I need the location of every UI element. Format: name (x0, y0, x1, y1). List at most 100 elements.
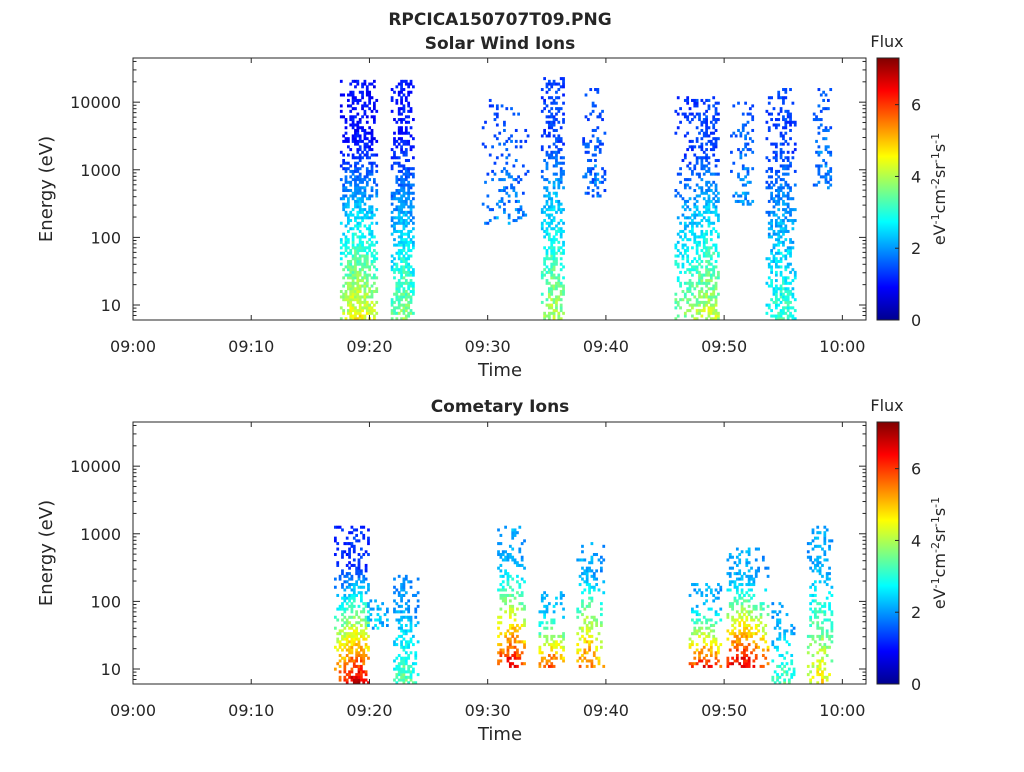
spectrogram-cell (376, 618, 380, 622)
spectrogram-cell (731, 604, 734, 608)
spectrogram-cell (698, 613, 701, 617)
spectrogram-cell (686, 309, 690, 313)
spectrogram-cell (782, 208, 785, 212)
spectrogram-cell (824, 148, 828, 152)
spectrogram-cell (508, 613, 512, 617)
spectrogram-cell (540, 175, 544, 179)
spectrogram-cell (368, 232, 372, 236)
spectrogram-cell (589, 139, 593, 143)
spectrogram-cell (361, 197, 364, 201)
spectrogram-cell (339, 150, 343, 154)
spectrogram-cell (374, 623, 377, 627)
spectrogram-cell (747, 580, 751, 584)
spectrogram-cell (686, 164, 690, 168)
spectrogram-cell (702, 205, 706, 209)
spectrogram-cell (349, 270, 353, 274)
spectrogram-cell (359, 623, 363, 627)
spectrogram-cell (370, 161, 374, 165)
x-tick-label: 09:30 (465, 701, 511, 720)
spectrogram-cell (818, 673, 822, 677)
spectrogram-cell (407, 667, 411, 671)
spectrogram-cell (777, 298, 781, 302)
spectrogram-cell (782, 134, 785, 138)
spectrogram-cell (688, 139, 692, 143)
spectrogram-cell (409, 281, 413, 285)
spectrogram-cell (740, 591, 744, 595)
spectrogram-cell (552, 120, 556, 124)
spectrogram-cell (585, 604, 589, 608)
spectrogram-cell (740, 664, 744, 668)
spectrogram-cell (686, 96, 690, 100)
spectrogram-cell (583, 648, 587, 652)
spectrogram-cell (350, 670, 354, 674)
spectrogram-cell (491, 208, 494, 212)
spectrogram-cell (397, 678, 401, 682)
spectrogram-cell (709, 317, 713, 321)
spectrogram-cell (365, 145, 369, 149)
spectrogram-cell (590, 626, 594, 630)
spectrogram-cell (397, 109, 401, 113)
spectrogram-cell (726, 662, 730, 666)
spectrogram-cell (784, 300, 788, 304)
spectrogram-cell (777, 123, 781, 127)
spectrogram-cell (792, 626, 796, 630)
spectrogram-cell (400, 678, 403, 682)
spectrogram-cell (700, 632, 704, 636)
spectrogram-cell (700, 295, 704, 299)
spectrogram-cell (545, 314, 549, 318)
spectrogram-cell (744, 153, 747, 157)
spectrogram-cell (390, 309, 394, 313)
spectrogram-cell (506, 645, 510, 649)
spectrogram-cell (784, 96, 788, 100)
spectrogram-cell (770, 219, 773, 223)
spectrogram-cell (501, 553, 505, 557)
spectrogram-cell (595, 648, 599, 652)
spectrogram-cell (373, 243, 376, 247)
spectrogram-cell (557, 82, 561, 86)
spectrogram-cell (407, 197, 411, 201)
spectrogram-cell (562, 249, 565, 253)
spectrogram-cell (404, 629, 408, 633)
spectrogram-cell (712, 115, 716, 119)
spectrogram-cell (790, 659, 794, 663)
spectrogram-cell (552, 621, 556, 625)
spectrogram-cell (559, 235, 563, 239)
spectrogram-cell (370, 292, 374, 296)
spectrogram-cell (368, 107, 372, 111)
colorbar-units: eV-1cm-2sr-1s-1 (929, 133, 950, 245)
spectrogram-cell (589, 167, 593, 171)
spectrogram-cell (416, 591, 420, 595)
spectrogram-cell (782, 317, 785, 321)
spectrogram-cell (361, 107, 364, 111)
spectrogram-cell (350, 583, 354, 587)
spectrogram-cell (731, 662, 734, 666)
spectrogram-cell (735, 634, 739, 638)
spectrogram-cell (354, 194, 357, 198)
spectrogram-cell (499, 632, 503, 636)
spectrogram-cell (691, 284, 694, 288)
spectrogram-cell (404, 120, 408, 124)
spectrogram-cell (538, 634, 542, 638)
spectrogram-cell (414, 623, 418, 627)
spectrogram-cell (700, 189, 704, 193)
x-tick-label: 09:10 (228, 337, 274, 356)
spectrogram-cell (786, 265, 790, 269)
spectrogram-cell (355, 528, 359, 532)
spectrogram-cell (393, 591, 396, 595)
spectrogram-cell (363, 292, 367, 296)
spectrogram-cell (825, 558, 829, 562)
spectrogram-cell (404, 238, 408, 242)
spectrogram-cell (358, 317, 362, 321)
spectrogram-cell (359, 667, 363, 671)
spectrogram-cell (386, 618, 389, 622)
spectrogram-cell (559, 591, 563, 595)
spectrogram-cell (344, 235, 348, 239)
spectrogram-cell (540, 227, 544, 231)
spectrogram-cell (363, 281, 367, 285)
spectrogram-cell (540, 224, 544, 228)
spectrogram-cell (784, 131, 788, 135)
spectrogram-cell (412, 227, 415, 231)
spectrogram-cell (712, 593, 716, 597)
spectrogram-cell (520, 555, 524, 559)
spectrogram-cell (365, 309, 369, 313)
